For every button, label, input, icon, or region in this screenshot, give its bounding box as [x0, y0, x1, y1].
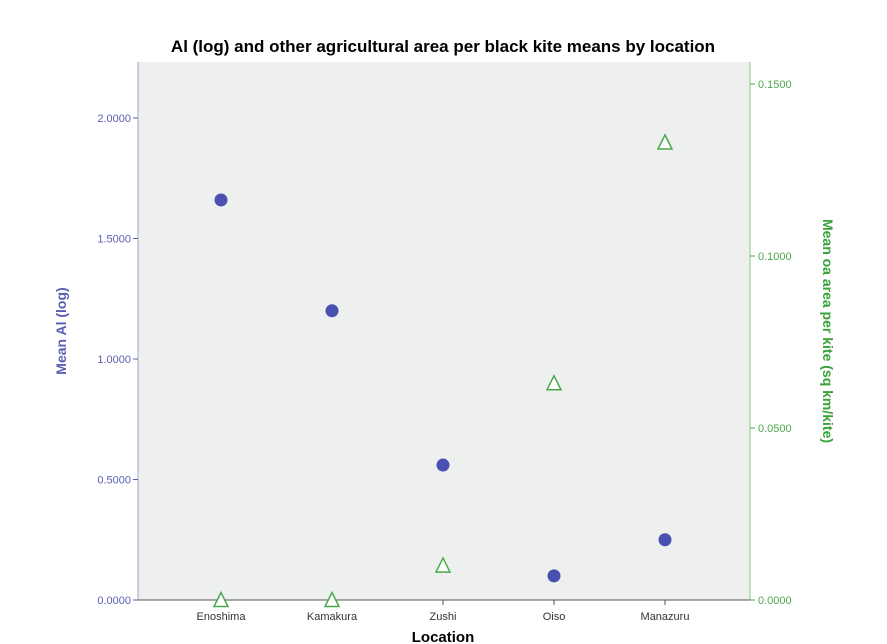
x-tick-label: Enoshima [197, 611, 247, 623]
y-axis-right-label: Mean oa area per kite (sq km/kite) [820, 219, 836, 443]
chart-title: Al (log) and other agricultural area per… [171, 37, 715, 56]
right-tick-label: 0.1000 [758, 251, 792, 263]
x-axis-ticks: Enoshima Kamakura Zushi Oiso Manazuru [197, 600, 690, 623]
data-markers [212, 133, 674, 608]
y-axis-left-label: Mean Al (log) [53, 287, 69, 374]
oa-area-point [212, 590, 230, 608]
oa-area-point [545, 374, 563, 391]
left-tick-label: 2.0000 [97, 113, 131, 125]
right-tick-label: 0.0000 [758, 595, 792, 607]
left-tick-label: 1.5000 [97, 234, 131, 246]
left-tick-label: 1.0000 [97, 354, 131, 366]
right-tick-label: 0.1500 [758, 79, 792, 91]
x-axis-label: Location [412, 629, 475, 644]
left-tick-label: 0.0000 [97, 595, 131, 607]
al-log-point [325, 304, 339, 318]
x-tick-label: Manazuru [641, 611, 690, 623]
oa-area-point [656, 133, 674, 150]
right-tick-label: 0.0500 [758, 423, 792, 435]
left-axis-ticks: 0.0000 0.5000 1.0000 1.5000 2.0000 [97, 113, 138, 607]
oa-area-point [323, 590, 341, 608]
right-axis-ticks: 0.0000 0.0500 0.1000 0.1500 [750, 79, 792, 607]
x-tick-label: Zushi [430, 611, 457, 623]
left-tick-label: 0.5000 [97, 475, 131, 487]
al-log-point [214, 193, 228, 207]
al-log-point [436, 458, 450, 472]
plot-area [138, 62, 750, 600]
x-tick-label: Kamakura [307, 611, 358, 623]
al-log-point [547, 569, 561, 583]
x-tick-label: Oiso [543, 611, 566, 623]
al-log-point [658, 533, 672, 547]
oa-area-point [434, 556, 452, 573]
